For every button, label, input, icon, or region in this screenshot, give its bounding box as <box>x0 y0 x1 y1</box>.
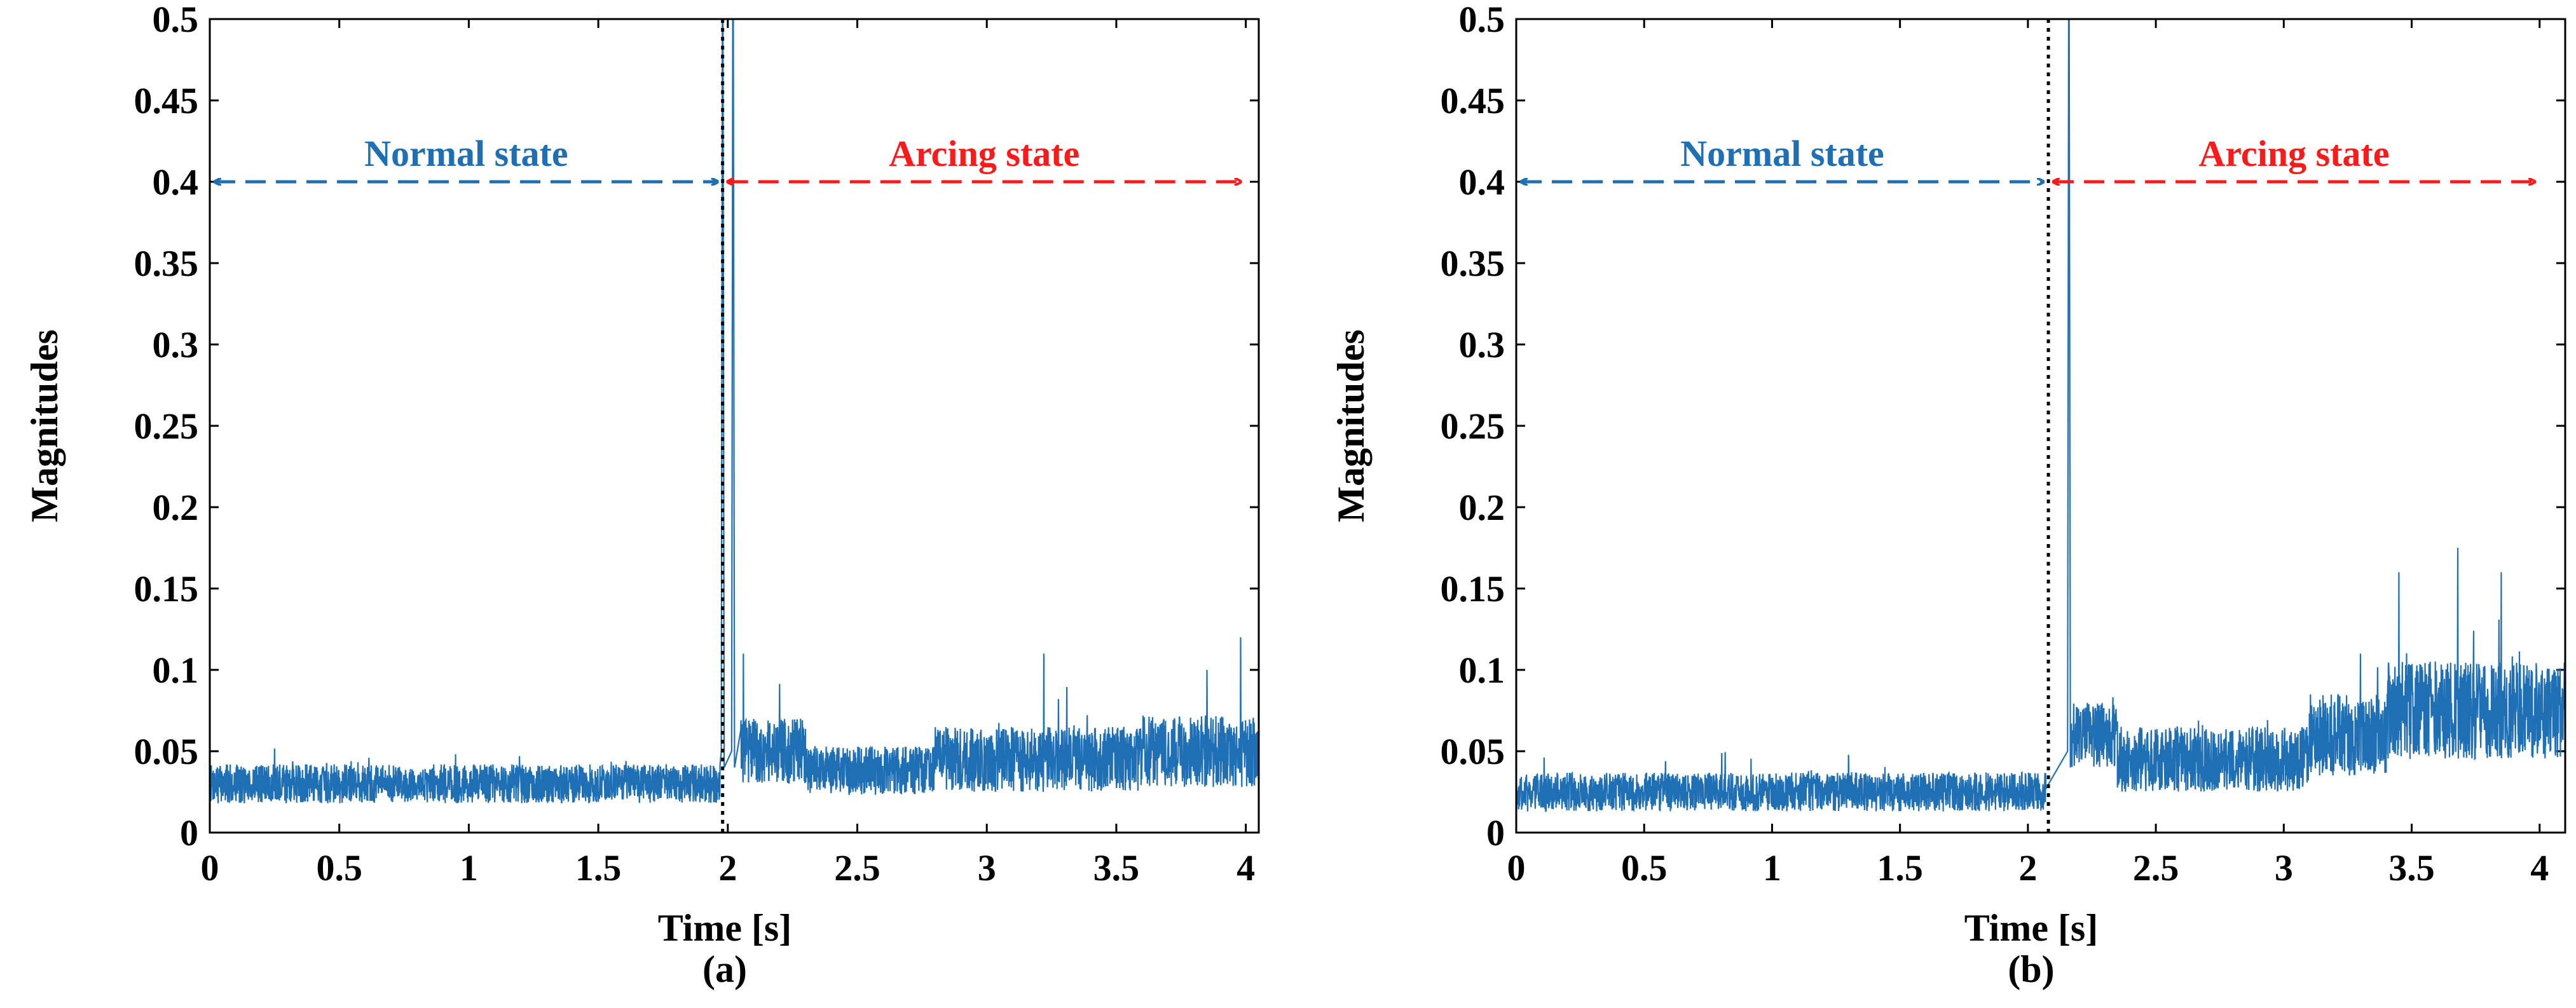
y-tick-label-a: 0.2 <box>153 487 199 528</box>
x-tick-label-b: 3.5 <box>2388 847 2435 889</box>
plot-frame-a <box>209 18 1260 834</box>
axis-ticks-a: 0 0.5 1 1.5 2 2.5 3 3.5 4 0 0.05 0.1 0.15 0.2 0.25 0.3 0… <box>134 0 1259 889</box>
x-axis-label-b: Time [s] <box>1964 907 2099 949</box>
chart-panel-b: 0 0.5 1 1.5 2 2.5 3 3.5 4 0 0.05 0.1 0.15 0.2 0.25 0.3 0… <box>1330 0 2566 990</box>
x-tick-label-b: 2.5 <box>2133 847 2179 889</box>
series-line-b <box>1516 19 2565 813</box>
y-tick-label-b: 0.4 <box>1459 161 1505 203</box>
x-tick-label-a: 4 <box>1237 847 1255 889</box>
x-tick-label-a: 1 <box>460 847 478 889</box>
y-tick-label-b: 0.1 <box>1459 650 1505 691</box>
x-tick-label-b: 1 <box>1763 847 1781 889</box>
series-path-a <box>210 19 1259 804</box>
axis-ticks-b: 0 0.5 1 1.5 2 2.5 3 3.5 4 0 0.05 0.1 0.15 0.2 0.25 0.3 0… <box>1441 0 2565 889</box>
y-tick-label-b: 0.25 <box>1441 405 1505 447</box>
y-tick-label-a: 0.35 <box>134 243 199 284</box>
x-tick-label-b: 0.5 <box>1621 847 1668 889</box>
x-tick-label-b: 0 <box>1507 847 1526 889</box>
y-tick-label-a: 0.3 <box>153 324 199 365</box>
y-axis-label-b: Magnitudes <box>1330 329 1372 522</box>
chart-panel-a: 0 0.5 1 1.5 2 2.5 3 3.5 4 0 0.05 0.1 0.15 0.2 0.25 0.3 0… <box>24 0 1260 990</box>
y-tick-label-b: 0.15 <box>1441 568 1505 610</box>
y-tick-label-b: 0.05 <box>1441 731 1505 772</box>
y-tick-label-b: 0.2 <box>1459 487 1505 528</box>
state-label-b: Normal state <box>1680 133 1884 174</box>
x-axis-label-a: Time [s] <box>658 907 792 949</box>
x-tick-label-a: 0 <box>201 847 219 889</box>
state-annotations-a: Normal state Arcing state <box>215 133 1241 182</box>
y-tick-label-a: 0 <box>180 812 198 854</box>
series-line-a <box>210 19 1259 804</box>
x-tick-label-b: 2 <box>2018 847 2037 889</box>
panel-label-b: (b) <box>2008 948 2054 990</box>
y-tick-label-b: 0 <box>1486 812 1505 854</box>
y-tick-label-b: 0.3 <box>1459 324 1505 365</box>
x-tick-label-a: 1.5 <box>575 847 622 889</box>
y-tick-label-b: 0.5 <box>1459 0 1505 40</box>
y-tick-label-a: 0.5 <box>153 0 199 40</box>
y-tick-label-b: 0.35 <box>1441 243 1505 284</box>
y-tick-label-a: 0.45 <box>134 80 199 121</box>
y-tick-label-a: 0.25 <box>134 405 199 447</box>
y-tick-label-a: 0.4 <box>153 161 199 203</box>
x-tick-label-a: 2.5 <box>834 847 880 889</box>
state-label-a: Arcing state <box>889 133 1079 174</box>
y-tick-label-a: 0.05 <box>134 731 199 772</box>
x-tick-label-b: 1.5 <box>1877 847 1923 889</box>
panel-label-a: (a) <box>702 948 747 990</box>
plot-frame-b <box>1515 18 2566 834</box>
y-axis-label-a: Magnitudes <box>24 329 65 522</box>
y-tick-label-b: 0.45 <box>1441 80 1505 121</box>
state-label-a: Normal state <box>364 133 568 174</box>
y-tick-label-a: 0.15 <box>134 568 199 610</box>
x-tick-label-a: 0.5 <box>316 847 362 889</box>
x-tick-label-b: 3 <box>2275 847 2293 889</box>
x-tick-label-a: 2 <box>718 847 737 889</box>
x-tick-label-a: 3 <box>978 847 996 889</box>
series-path-b <box>1516 19 2565 813</box>
y-tick-label-a: 0.1 <box>153 650 199 691</box>
x-tick-label-a: 3.5 <box>1093 847 1140 889</box>
state-annotations-b: Normal state Arcing state <box>1521 133 2535 182</box>
state-label-b: Arcing state <box>2198 133 2389 174</box>
x-tick-label-b: 4 <box>2530 847 2549 889</box>
